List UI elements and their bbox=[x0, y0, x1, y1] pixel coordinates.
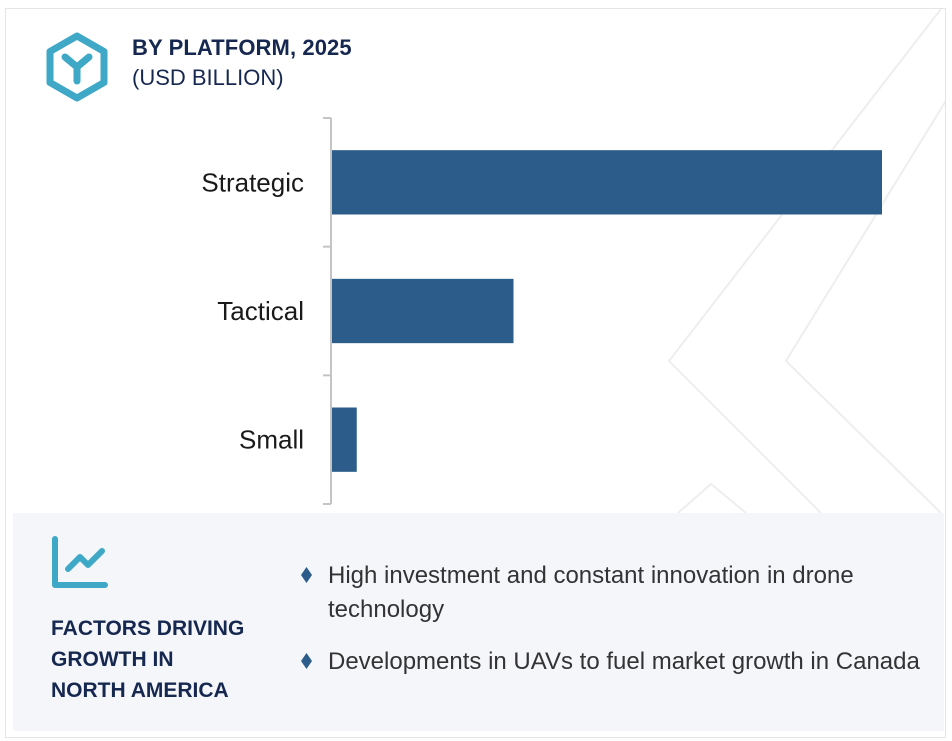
diamond-bullet-icon bbox=[301, 653, 312, 669]
panel-title-line: NORTH AMERICA bbox=[51, 679, 229, 702]
list-item-text: High investment and constant innovation … bbox=[328, 562, 854, 623]
panel-title: FACTORS DRIVING GROWTH IN NORTH AMERICA bbox=[51, 613, 271, 706]
bar-small bbox=[332, 407, 357, 472]
bar-strategic bbox=[332, 150, 882, 215]
growth-factors-panel: FACTORS DRIVING GROWTH IN NORTH AMERICA … bbox=[13, 513, 944, 731]
diamond-bullet-icon bbox=[301, 567, 312, 583]
chart-title: BY PLATFORM, 2025 bbox=[132, 35, 352, 60]
category-label: Tactical bbox=[217, 296, 304, 326]
hexagon-y-icon bbox=[46, 32, 108, 102]
bar-chart: Strategic Tactical Small bbox=[201, 117, 882, 505]
category-label: Small bbox=[239, 425, 304, 455]
line-chart-icon bbox=[52, 536, 108, 588]
factors-list: High investment and constant innovation … bbox=[298, 559, 938, 697]
category-label: Strategic bbox=[201, 167, 304, 197]
panel-title-line: GROWTH IN bbox=[51, 648, 174, 671]
chart-subtitle: (USD BILLION) bbox=[132, 65, 284, 90]
panel-title-line: FACTORS DRIVING bbox=[51, 617, 245, 640]
list-item-text: Developments in UAVs to fuel market grow… bbox=[328, 648, 920, 675]
list-item: High investment and constant innovation … bbox=[298, 559, 938, 627]
list-item: Developments in UAVs to fuel market grow… bbox=[298, 645, 938, 679]
bar-tactical bbox=[332, 278, 514, 344]
chart-card: BY PLATFORM, 2025 (USD BILLION) Strategi… bbox=[5, 8, 946, 738]
